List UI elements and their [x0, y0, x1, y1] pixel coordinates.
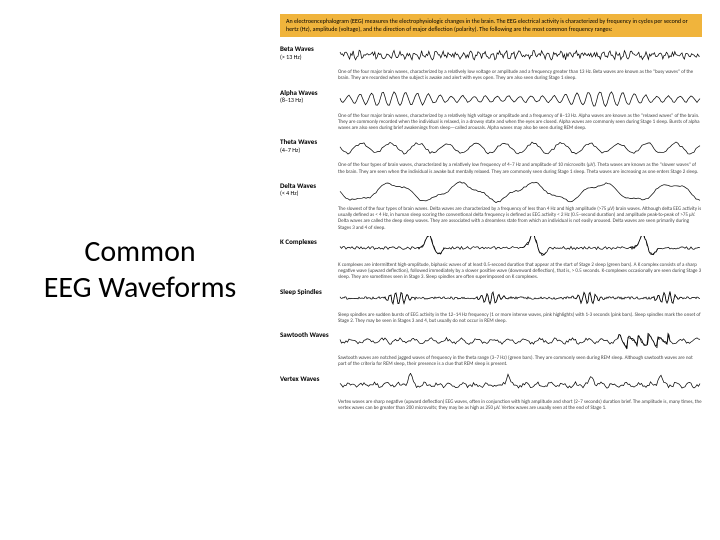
wave-label: K Complexes — [280, 238, 334, 246]
wave-row: Delta Waves(< 4 Hz) — [280, 180, 702, 204]
wave-label-col: Delta Waves(< 4 Hz) — [280, 180, 334, 198]
wave-svg-col — [338, 43, 702, 67]
wave-section: Vertex Waves Vertex waves are sharp negat… — [280, 373, 702, 412]
wave-svg-col — [338, 180, 702, 204]
wave-description: Sleep spindles are sudden bursts of EEG … — [280, 312, 702, 325]
wave-svg-col — [338, 373, 702, 397]
wave-section: Sawtooth Waves Sawtooth waves are notched… — [280, 329, 702, 368]
wave-section: Beta Waves(> 13 Hz) One of the four major… — [280, 43, 702, 82]
wave-row: Beta Waves(> 13 Hz) — [280, 43, 702, 67]
wave-sublabel: (4–7 Hz) — [280, 146, 334, 154]
wave-svg-col — [338, 87, 702, 111]
wave-label-col: Sawtooth Waves — [280, 329, 334, 339]
wave-description: Sawtooth waves are notched jagged waves … — [280, 355, 702, 368]
wave-description: The slowest of the four types of brain w… — [280, 206, 702, 231]
wave-label-col: Alpha Waves(8–13 Hz) — [280, 87, 334, 105]
wave-description: K complexes are intermittent high-amplit… — [280, 262, 702, 281]
waveform-svg — [338, 180, 702, 204]
wave-section: Delta Waves(< 4 Hz) The slowest of the fo… — [280, 180, 702, 231]
wave-label-col: Sleep Spindles — [280, 286, 334, 296]
waveform-svg — [338, 286, 702, 310]
wave-label-col: Vertex Waves — [280, 373, 334, 383]
waveform-svg — [338, 373, 702, 397]
wave-label-col: K Complexes — [280, 236, 334, 246]
wave-sublabel: (> 13 Hz) — [280, 53, 334, 61]
wave-sublabel: (8–13 Hz) — [280, 96, 334, 104]
wave-svg-col — [338, 136, 702, 160]
wave-svg-col — [338, 286, 702, 310]
waveform-svg — [338, 236, 702, 260]
wave-label: Alpha Waves — [280, 89, 334, 97]
wave-row: Alpha Waves(8–13 Hz) — [280, 87, 702, 111]
wave-label: Delta Waves — [280, 182, 334, 190]
wave-row: K Complexes — [280, 236, 702, 260]
waveform-svg — [338, 136, 702, 160]
wave-section: Sleep Spindles Sleep spindles are sudden … — [280, 286, 702, 325]
wave-svg-col — [338, 236, 702, 260]
wave-row: Vertex Waves — [280, 373, 702, 397]
wave-label-col: Beta Waves(> 13 Hz) — [280, 43, 334, 61]
wave-label: Sawtooth Waves — [280, 331, 334, 339]
slide-container: CommonEEG Waveforms An electroencephalog… — [0, 0, 720, 540]
wave-description: One of the four major brain waves, chara… — [280, 113, 702, 132]
wave-description: One of the four types of brain waves, ch… — [280, 162, 702, 175]
slide-title: CommonEEG Waveforms — [44, 234, 237, 306]
wave-section: Alpha Waves(8–13 Hz) One of the four majo… — [280, 87, 702, 132]
wave-section: Theta Waves(4–7 Hz) One of the four types… — [280, 136, 702, 175]
wave-row: Theta Waves(4–7 Hz) — [280, 136, 702, 160]
wave-section: K Complexes K complexes are intermittent … — [280, 236, 702, 281]
wave-svg-col — [338, 329, 702, 353]
wave-label: Sleep Spindles — [280, 288, 334, 296]
wave-label: Vertex Waves — [280, 375, 334, 383]
waveform-svg — [338, 43, 702, 67]
wave-label-col: Theta Waves(4–7 Hz) — [280, 136, 334, 154]
wave-row: Sawtooth Waves — [280, 329, 702, 353]
waveform-svg — [338, 87, 702, 111]
wave-label: Beta Waves — [280, 45, 334, 53]
wave-sublabel: (< 4 Hz) — [280, 189, 334, 197]
wave-label: Theta Waves — [280, 138, 334, 146]
header-band: An electroencephalogram (EEG) measures t… — [280, 14, 702, 37]
wave-description: Vertex waves are sharp negative (upward … — [280, 399, 702, 412]
wave-description: One of the four major brain waves, chara… — [280, 69, 702, 82]
right-panel: An electroencephalogram (EEG) measures t… — [280, 0, 720, 540]
wave-row: Sleep Spindles — [280, 286, 702, 310]
left-panel: CommonEEG Waveforms — [0, 0, 280, 540]
waveform-svg — [338, 329, 702, 353]
waveforms-list: Beta Waves(> 13 Hz) One of the four major… — [280, 43, 702, 416]
